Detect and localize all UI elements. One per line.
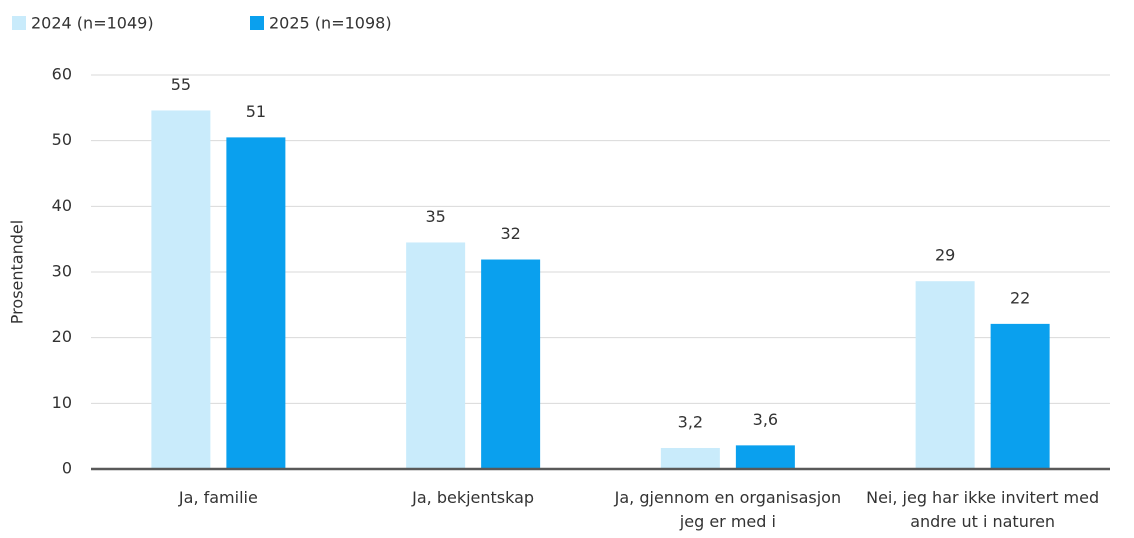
legend-swatch bbox=[12, 16, 26, 30]
y-tick-label: 60 bbox=[52, 65, 72, 84]
y-tick-label: 40 bbox=[52, 196, 72, 215]
y-tick-label: 50 bbox=[52, 130, 72, 149]
x-tick-label: Ja, gjennom en organisasjon jeg er med i bbox=[614, 488, 842, 531]
y-axis-label: Prosentandel bbox=[8, 220, 27, 324]
data-label: 3,2 bbox=[678, 412, 703, 431]
data-label: 51 bbox=[246, 102, 266, 121]
legend-label: 2024 (n=1049) bbox=[31, 14, 154, 33]
y-tick-label: 20 bbox=[52, 327, 72, 346]
bar bbox=[481, 259, 541, 469]
y-tick-label: 0 bbox=[62, 459, 72, 478]
bar bbox=[151, 110, 211, 470]
bar bbox=[915, 281, 975, 469]
data-label: 3,6 bbox=[753, 410, 778, 429]
bar bbox=[660, 447, 720, 469]
data-label: 35 bbox=[425, 207, 445, 226]
x-tick-label: Nei, jeg har ikke invitert med andre ut … bbox=[866, 488, 1100, 531]
legend-swatch bbox=[250, 16, 264, 30]
y-tick-label: 10 bbox=[52, 393, 72, 412]
data-label: 22 bbox=[1010, 288, 1030, 307]
data-label: 55 bbox=[171, 75, 191, 94]
data-label: 29 bbox=[935, 246, 955, 265]
bar bbox=[406, 242, 466, 469]
bar bbox=[990, 323, 1050, 469]
bar bbox=[735, 445, 795, 469]
data-label: 32 bbox=[500, 224, 520, 243]
legend-label: 2025 (n=1098) bbox=[269, 14, 392, 33]
x-tick-label: Ja, familie bbox=[178, 488, 258, 507]
bar bbox=[226, 137, 286, 469]
y-tick-label: 30 bbox=[52, 262, 72, 281]
x-tick-label: Ja, bekjentskap bbox=[412, 488, 535, 507]
